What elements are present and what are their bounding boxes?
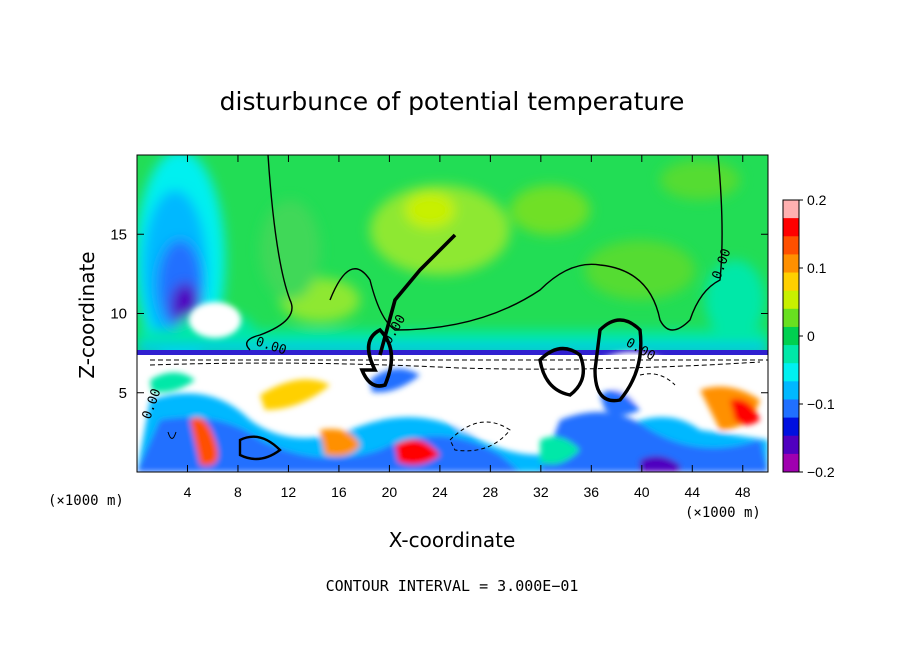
x-units-label: (×1000 m)	[685, 505, 761, 521]
colorbar-swatch	[783, 308, 799, 328]
colorbar-swatch	[783, 363, 799, 382]
colorbar-swatch	[783, 435, 799, 455]
colorbar-swatch	[783, 453, 799, 473]
plot-area: 0.00 0.00 0.00 0.00 0.00	[137, 155, 768, 472]
x-tick-label: 28	[483, 484, 499, 500]
x-tick-label: 36	[584, 484, 600, 500]
colorbar-tick-label: 0.2	[807, 192, 827, 208]
colorbar-swatch	[783, 381, 799, 400]
x-axis-label: X-coordinate	[389, 528, 516, 552]
y-units-label: (×1000 m)	[48, 493, 124, 509]
colorbar-swatch	[783, 345, 799, 364]
colorbar-swatch	[783, 272, 799, 292]
x-tick-label: 44	[684, 484, 700, 500]
y-axis: 5 10 15	[110, 226, 768, 402]
colorbar-swatch	[783, 399, 799, 419]
colorbar	[782, 199, 800, 473]
y-tick-label: 10	[110, 306, 127, 323]
x-tick-label: 20	[382, 484, 398, 500]
colorbar-swatch	[783, 218, 799, 237]
colorbar-swatch	[783, 417, 799, 437]
y-tick-label: 5	[119, 385, 127, 402]
x-tick-label: 4	[184, 484, 192, 500]
colorbar-swatch	[783, 200, 799, 219]
x-tick-label: 8	[234, 484, 242, 500]
colorbar-swatch	[783, 254, 799, 274]
field-band	[137, 350, 768, 355]
y-axis-label: Z-coordinate	[75, 251, 99, 378]
colorbar-swatch	[783, 326, 799, 346]
x-axis: 4 8 12 16 20 24 28 32 36 40 44 48	[184, 155, 751, 500]
x-tick-label: 40	[634, 484, 650, 500]
chart-title: disturbunce of potential temperature	[220, 87, 685, 116]
colorbar-tick-label: 0	[807, 328, 815, 344]
colorbar-tick-label: 0.1	[807, 260, 827, 276]
x-tick-label: 12	[281, 484, 297, 500]
x-tick-label: 24	[432, 484, 448, 500]
colorbar-tick-label: −0.1	[807, 396, 835, 412]
colorbar-swatch	[783, 290, 799, 310]
field-lower-layer	[137, 302, 768, 472]
x-tick-label: 32	[533, 484, 549, 500]
contour-interval-note: CONTOUR INTERVAL = 3.000E−01	[326, 577, 579, 595]
contour-lines	[149, 155, 768, 461]
y-tick-label: 15	[110, 226, 127, 243]
colorbar-tick-label: −0.2	[807, 464, 835, 480]
x-tick-label: 16	[331, 484, 347, 500]
colorbar-swatch	[783, 236, 799, 255]
x-tick-label: 48	[735, 484, 751, 500]
colorbar-labels: 0.2 0.1 0 −0.1 −0.2	[799, 192, 835, 480]
